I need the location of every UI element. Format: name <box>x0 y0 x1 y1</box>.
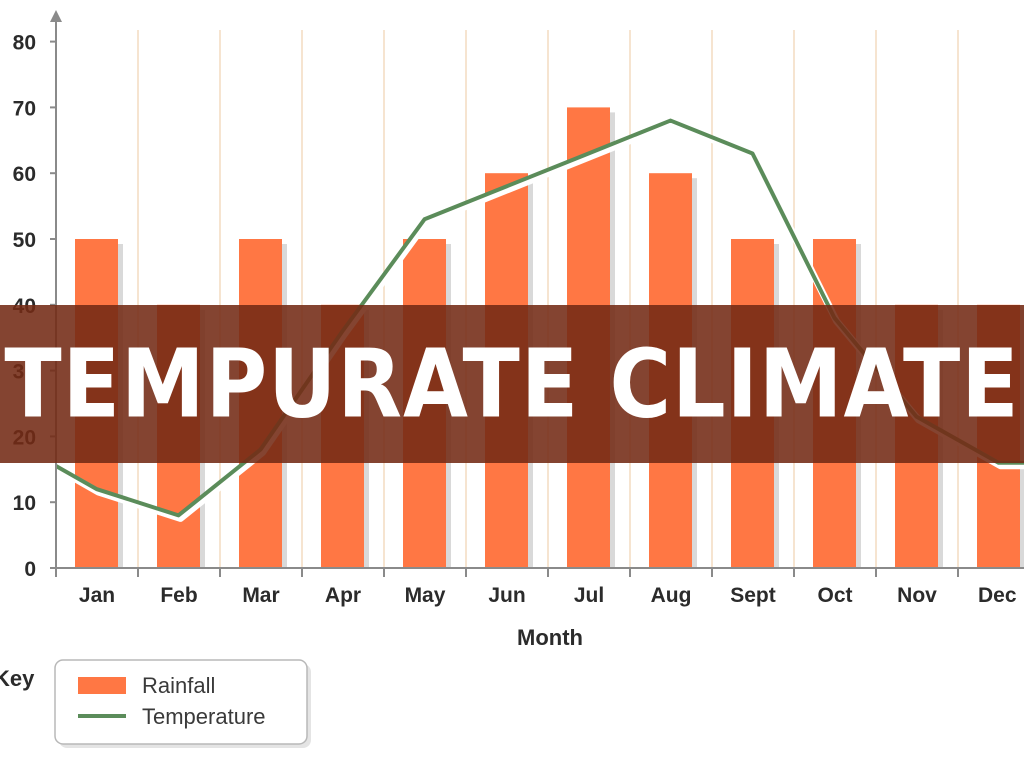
legend-key-label: Key <box>0 666 35 691</box>
x-tick-label-may: May <box>405 584 446 607</box>
x-tick-label-jan: Jan <box>79 584 115 607</box>
x-tick-label-nov: Nov <box>897 584 937 607</box>
y-tick-label-50: 50 <box>13 229 36 252</box>
legend-swatch-rainfall <box>78 677 126 694</box>
x-tick-label-jun: Jun <box>488 584 525 607</box>
page-title: TEMPURATE CLIMATE <box>4 329 1020 439</box>
title-banner: TEMPURATE CLIMATE <box>0 305 1024 463</box>
axes: 01020304050607080JanFebMarAprMayJunJulAu… <box>13 10 1024 607</box>
x-tick-label-oct: Oct <box>817 584 852 607</box>
y-tick-label-0: 0 <box>24 558 36 581</box>
x-tick-label-jul: Jul <box>574 584 604 607</box>
y-tick-label-10: 10 <box>13 492 36 515</box>
y-tick-label-80: 80 <box>13 32 36 55</box>
x-tick-label-mar: Mar <box>242 584 279 607</box>
y-tick-label-60: 60 <box>13 163 36 186</box>
legend: Rainfall Temperature <box>54 659 311 748</box>
x-tick-label-sept: Sept <box>730 584 776 607</box>
y-tick-label-70: 70 <box>13 97 36 120</box>
legend-label-rainfall: Rainfall <box>142 673 215 698</box>
x-tick-label-aug: Aug <box>651 584 692 607</box>
x-tick-label-feb: Feb <box>160 584 197 607</box>
x-tick-label-apr: Apr <box>325 584 361 607</box>
x-axis-title: Month <box>517 625 583 650</box>
grid-lines <box>137 30 959 568</box>
y-axis-arrow <box>50 10 62 22</box>
legend-label-temperature: Temperature <box>142 704 266 729</box>
x-tick-label-dec: Dec <box>978 584 1017 607</box>
